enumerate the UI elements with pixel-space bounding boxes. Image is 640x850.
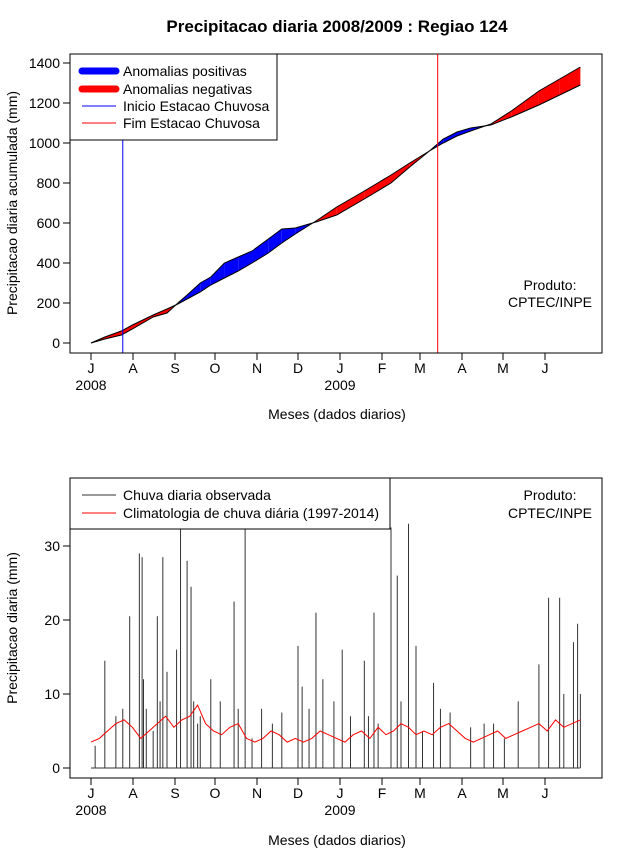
negative-anomaly-area: [364, 175, 391, 199]
positive-anomaly-area: [200, 277, 211, 292]
cumulative-x-tick-label: M: [414, 360, 426, 376]
cumulative-legend: Anomalias positivas Anomalias negativas …: [69, 53, 278, 141]
cumulative-x-year-label: 2008: [75, 377, 106, 393]
cumulative-y-tick-label: 0: [52, 335, 60, 351]
daily-y-axis-label: Precipitacao diaria (mm): [4, 552, 20, 704]
daily-x-year-label: 2009: [324, 802, 355, 818]
daily-x-tick-label: J: [337, 785, 344, 801]
negative-anomaly-area: [559, 67, 581, 95]
daily-x-tick-label: O: [210, 785, 221, 801]
daily-x-year-label: 2008: [75, 802, 106, 818]
cumulative-x-tick-label: J: [88, 360, 95, 376]
daily-x-tick-label: M: [414, 785, 426, 801]
daily-x-tick-label: M: [497, 785, 509, 801]
cumulative-x-tick-label: A: [457, 360, 467, 376]
legend-label-observed: Chuva diaria observada: [123, 487, 271, 503]
cumulative-x-tick-label: J: [542, 360, 549, 376]
cumulative-x-tick-label: O: [210, 360, 221, 376]
negative-anomaly-area: [121, 325, 133, 335]
cumulative-y-tick-label: 800: [37, 175, 61, 191]
cumulative-x-tick-label: N: [252, 360, 262, 376]
cumulative-y-tick-label: 200: [37, 295, 61, 311]
positive-anomaly-area: [281, 228, 296, 243]
daily-x-axis-label: Meses (dados diarios): [268, 832, 406, 848]
cumulative-product-source: CPTEC/INPE: [508, 294, 592, 310]
daily-x-tick-label: A: [128, 785, 138, 801]
daily-x-tick-label: D: [293, 785, 303, 801]
observed-cumulative-line: [90, 84, 581, 344]
daily-x-tick-label: J: [542, 785, 549, 801]
legend-label-positive: Anomalias positivas: [123, 63, 247, 79]
daily-x-tick-label: A: [457, 785, 467, 801]
cumulative-y-tick-label: 1400: [29, 55, 60, 71]
chart-title: Precipitacao diaria 2008/2009 : Regiao 1…: [166, 17, 508, 36]
daily-x-tick-label: N: [252, 785, 262, 801]
cumulative-y-axis-label: Precipitacao diaria acumulada (mm): [4, 91, 20, 315]
cumulative-y-tick-label: 600: [37, 215, 61, 231]
daily-product-source: CPTEC/INPE: [508, 505, 592, 521]
cumulative-x-year-label: 2009: [324, 377, 355, 393]
positive-anomaly-area: [187, 283, 201, 299]
climatology-cumulative-line: [90, 66, 581, 344]
legend-label-negative: Anomalias negativas: [123, 81, 252, 97]
daily-y-tick-label: 10: [44, 686, 60, 702]
cumulative-x-tick-label: M: [497, 360, 509, 376]
cumulative-x-tick-label: J: [337, 360, 344, 376]
daily-x-tick-label: S: [170, 785, 179, 801]
daily-x-tick-label: J: [88, 785, 95, 801]
cumulative-x-tick-label: F: [378, 360, 387, 376]
cumulative-x-axis-label: Meses (dados diarios): [268, 406, 406, 422]
legend-label-climatology: Climatologia de chuva diária (1997-2014): [123, 505, 379, 521]
cumulative-product-label: Produto:: [524, 277, 577, 293]
cumulative-y-tick-label: 1000: [29, 135, 60, 151]
cumulative-y-tick-label: 1200: [29, 95, 60, 111]
daily-y-tick-label: 30: [44, 538, 60, 554]
negative-anomaly-area: [538, 79, 560, 105]
daily-y-tick-label: 20: [44, 612, 60, 628]
negative-anomaly-area: [336, 191, 365, 215]
legend-label-start: Inicio Estacao Chuvosa: [123, 98, 270, 114]
climatology-daily-line: [90, 704, 581, 743]
daily-x-tick-label: F: [378, 785, 387, 801]
positive-anomaly-area: [252, 239, 269, 263]
cumulative-x-tick-label: S: [170, 360, 179, 376]
daily-product-label: Produto:: [524, 487, 577, 503]
daily-legend-box: [69, 477, 391, 530]
cumulative-y-tick-label: 400: [37, 255, 61, 271]
cumulative-x-tick-label: A: [128, 360, 138, 376]
daily-legend: Chuva diaria observada Climatologia de c…: [69, 477, 391, 530]
positive-anomaly-area: [443, 132, 458, 143]
legend-label-end: Fim Estacao Chuvosa: [123, 115, 260, 131]
positive-anomaly-area: [457, 128, 471, 136]
positive-anomaly-area: [268, 229, 282, 253]
negative-anomaly-area: [511, 101, 526, 117]
negative-anomaly-area: [391, 163, 410, 183]
daily-y-tick-label: 0: [52, 760, 60, 776]
cumulative-x-tick-label: D: [293, 360, 303, 376]
